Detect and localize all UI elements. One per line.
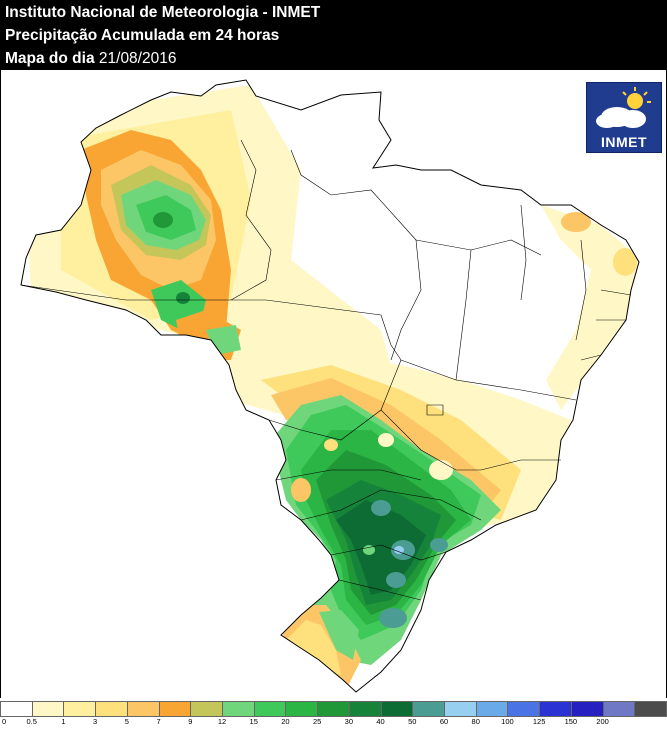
- legend-tick-label: 20: [281, 717, 290, 726]
- legend-tick-label: 40: [376, 717, 385, 726]
- legend-tick-label: 0: [2, 717, 7, 726]
- legend-swatch: [380, 701, 414, 717]
- map-header: Instituto Nacional de Meteorologia - INM…: [0, 0, 667, 70]
- legend-tick-label: 50: [408, 717, 417, 726]
- map-date-label: Mapa do dia: [5, 50, 95, 67]
- legend-swatch: [190, 701, 223, 717]
- legend-tick-label: 150: [564, 717, 578, 726]
- legend-swatch: [348, 701, 382, 717]
- legend-swatch: [126, 701, 160, 717]
- legend-tick-label: 15: [249, 717, 258, 726]
- legend-swatch: [634, 701, 667, 717]
- legend-swatch: [475, 701, 509, 717]
- legend-swatch: [222, 701, 255, 717]
- legend-tick-label: 0.5: [26, 717, 37, 726]
- legend-tick-label: 25: [312, 717, 322, 726]
- logo-text: INMET: [600, 134, 648, 150]
- legend-tick-label: 30: [344, 717, 354, 726]
- product-title: Precipitação Acumulada em 24 horas: [5, 27, 280, 44]
- state-borders: [20, 139, 632, 601]
- legend-swatch: [253, 701, 287, 717]
- legend-tick-label: 3: [93, 717, 98, 726]
- legend-tick-label: 100: [501, 717, 514, 726]
- map-date: 21/08/2016: [98, 50, 177, 67]
- legend-tick-label: 80: [471, 717, 480, 726]
- precipitation-map: [0, 70, 667, 698]
- legend-tick-label: 7: [156, 717, 161, 726]
- legend-swatch: [0, 701, 33, 717]
- legend-tick-label: 5: [124, 717, 129, 726]
- map-date-line: Mapa do dia 21/08/2016: [5, 49, 176, 68]
- institute-title: Instituto Nacional de Meteorologia - INM…: [5, 4, 321, 21]
- legend-swatch: [412, 701, 445, 717]
- legend-tick-label: 9: [188, 717, 193, 726]
- legend-tick-label: 1: [61, 717, 66, 726]
- legend-swatch: [317, 701, 350, 717]
- legend-tick-label: 200: [596, 717, 609, 726]
- legend-tick-label: 125: [532, 717, 546, 726]
- legend-tick-label: 12: [217, 717, 227, 726]
- legend-swatch: [602, 701, 636, 717]
- legend-swatch: [158, 701, 192, 717]
- legend-swatch: [285, 701, 319, 717]
- legend-swatch: [539, 701, 572, 717]
- legend-swatch: [31, 701, 65, 717]
- legend-tick-label: 60: [439, 717, 449, 726]
- legend-swatch: [570, 701, 604, 717]
- legend-swatch: [95, 701, 128, 717]
- precipitation-legend: 0 0.5 1 3 5 7 9 12 15 20 25 30 40 50 60 80 100 125 150 200: [0, 698, 667, 730]
- brazil-map-svg: [20, 79, 640, 693]
- precipitation-fill: [21, 80, 639, 692]
- legend-swatch: [507, 701, 541, 717]
- cloud-sun-icon: [596, 87, 651, 128]
- legend-swatch: [63, 701, 97, 717]
- inmet-logo: INMET: [586, 82, 662, 153]
- legend-swatch: [444, 701, 477, 717]
